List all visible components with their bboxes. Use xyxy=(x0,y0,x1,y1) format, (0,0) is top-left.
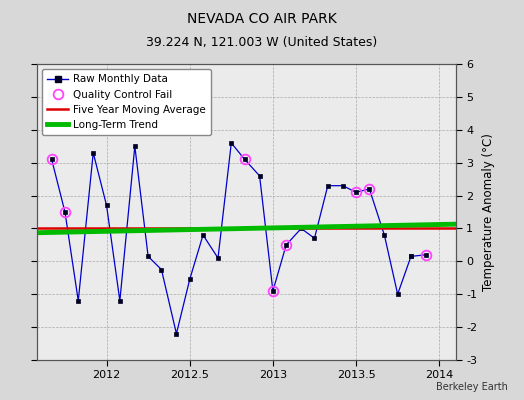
Y-axis label: Temperature Anomaly (°C): Temperature Anomaly (°C) xyxy=(482,133,495,291)
Text: Berkeley Earth: Berkeley Earth xyxy=(436,382,508,392)
Text: NEVADA CO AIR PARK: NEVADA CO AIR PARK xyxy=(187,12,337,26)
Text: 39.224 N, 121.003 W (United States): 39.224 N, 121.003 W (United States) xyxy=(146,36,378,49)
Legend: Raw Monthly Data, Quality Control Fail, Five Year Moving Average, Long-Term Tren: Raw Monthly Data, Quality Control Fail, … xyxy=(42,69,211,135)
